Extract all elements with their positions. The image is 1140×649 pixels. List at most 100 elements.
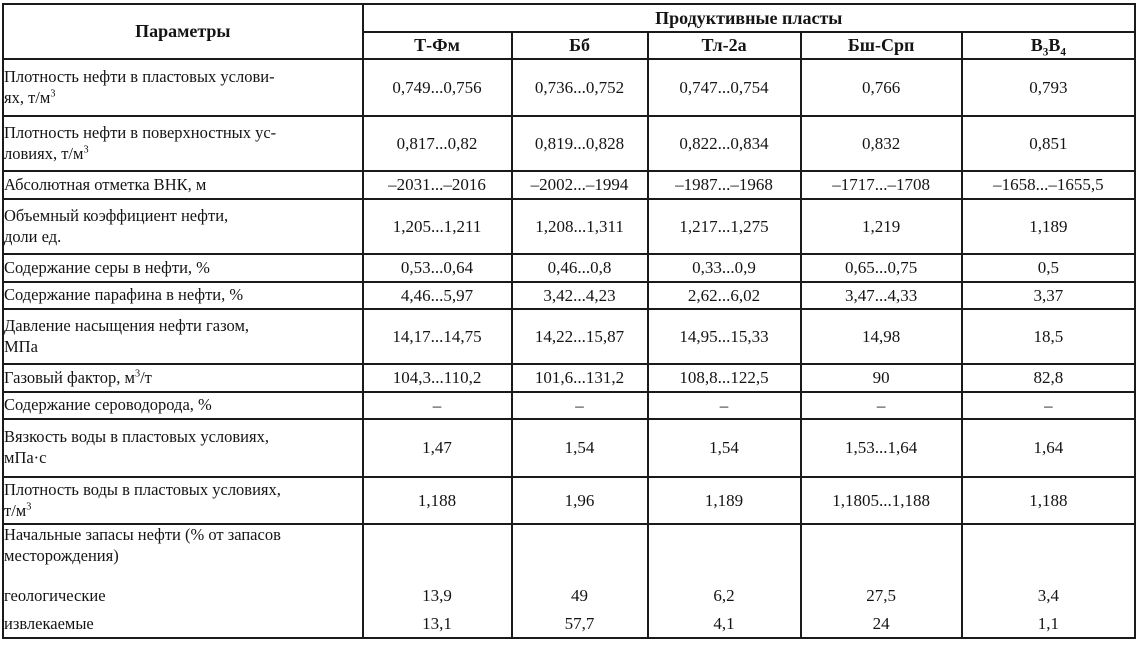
value-cell: 90 <box>799 363 963 393</box>
value-cell-empty <box>361 523 513 582</box>
label-line1: Содержание парафина в нефти, % <box>4 285 244 305</box>
value-cell: –2031...–2016 <box>361 170 513 200</box>
label-line1: Абсолютная отметка ВНК, м <box>4 174 207 194</box>
table-header-columns-row: Т-Фм Бб Тл-2а Бш-Срп В3В4 <box>3 31 1137 60</box>
label-line2: МПа <box>4 336 38 356</box>
column-header-bb: Бб <box>510 31 649 60</box>
value-cell: 0,736...0,752 <box>510 58 649 117</box>
label-line2: мПа·с <box>4 448 47 467</box>
param-label-water-viscosity: Вязкость воды в пластовых условиях, мПа·с <box>2 418 364 478</box>
reserves-recoverable-row: извлекаемые 13,1 57,7 4,1 24 1,1 <box>2 610 1137 639</box>
value-cell: 1,64 <box>960 418 1137 478</box>
value-cell: 6,2 <box>646 581 802 611</box>
label-post: /т <box>140 367 152 387</box>
value-cell: 1,1 <box>960 610 1137 639</box>
value-cell: 0,747...0,754 <box>646 58 802 117</box>
value-cell: 0,33...0,9 <box>646 253 802 283</box>
label-pre: Газовый фактор, м <box>4 367 135 387</box>
table-row: Содержание сероводорода, % – – – – – <box>2 391 1137 420</box>
table-row: Давление насыщения нефти газом, МПа 14,17… <box>2 308 1137 365</box>
v3v4-part1: В <box>1030 35 1043 55</box>
value-cell: 3,42...4,23 <box>510 281 649 310</box>
value-cell: 14,98 <box>799 308 963 365</box>
value-cell: 0,819...0,828 <box>510 115 649 172</box>
label-superscript: 3 <box>50 88 56 99</box>
value-cell: 0,46...0,8 <box>510 253 649 283</box>
value-cell: 104,3...110,2 <box>361 363 513 393</box>
value-cell: 1,1805...1,188 <box>799 476 963 525</box>
column-header-tfm: Т-Фм <box>361 31 513 60</box>
params-column-header: Параметры <box>2 3 364 60</box>
value-cell: 13,9 <box>361 581 513 611</box>
value-cell: – <box>960 391 1137 420</box>
value-cell: 0,766 <box>799 58 963 117</box>
value-cell-empty <box>960 523 1137 582</box>
param-label-initial-reserves: Начальные запасы нефти (% от запасов мест… <box>2 523 364 582</box>
column-header-tl2a: Тл-2а <box>646 31 802 60</box>
param-label-oil-density-reservoir: Плотность нефти в пластовых услови-ях, т… <box>2 58 364 117</box>
value-cell: 3,47...4,33 <box>799 281 963 310</box>
value-cell: 4,1 <box>646 610 802 639</box>
value-cell: 3,4 <box>960 581 1137 611</box>
value-cell-empty <box>510 523 649 582</box>
value-cell: 1,208...1,311 <box>510 198 649 255</box>
value-cell: –1658...–1655,5 <box>960 170 1137 200</box>
value-cell: 101,6...131,2 <box>510 363 649 393</box>
value-cell: 1,217...1,275 <box>646 198 802 255</box>
value-cell: 1,219 <box>799 198 963 255</box>
table-row: Объемный коэффициент нефти, доли ед. 1,20… <box>2 198 1137 255</box>
value-cell: 2,62...6,02 <box>646 281 802 310</box>
value-cell: 1,205...1,211 <box>361 198 513 255</box>
value-cell: 0,822...0,834 <box>646 115 802 172</box>
param-label-paraffin-content: Содержание парафина в нефти, % <box>2 281 364 310</box>
value-cell: –1987...–1968 <box>646 170 802 200</box>
label-line2: ловиях, т/м <box>4 143 84 163</box>
label-line1: Начальные запасы нефти (% от запасов <box>4 525 281 544</box>
oil-parameters-table: Параметры Продуктивные пласты Т-Фм Бб Тл… <box>2 3 1137 639</box>
label-line2: месторождения) <box>4 545 119 565</box>
param-label-hydrogen-sulfide: Содержание сероводорода, % <box>2 391 364 420</box>
value-cell: 14,95...15,33 <box>646 308 802 365</box>
label-line1: Плотность воды в пластовых условиях, <box>4 479 281 499</box>
value-cell: 4,46...5,97 <box>361 281 513 310</box>
v3v4-part2: В <box>1048 35 1061 55</box>
value-cell: 1,189 <box>960 198 1137 255</box>
value-cell: 0,749...0,756 <box>361 58 513 117</box>
v3v4-sub2: 4 <box>1060 46 1066 59</box>
value-cell: 1,54 <box>646 418 802 478</box>
label-line1: Содержание серы в нефти, % <box>4 257 210 277</box>
value-cell: 0,817...0,82 <box>361 115 513 172</box>
value-cell: – <box>510 391 649 420</box>
table-row: Плотность нефти в поверхностных ус-ловия… <box>2 115 1137 172</box>
value-cell: 108,8...122,5 <box>646 363 802 393</box>
table-row: Содержание серы в нефти, % 0,53...0,64 0… <box>2 253 1137 283</box>
value-cell: 14,22...15,87 <box>510 308 649 365</box>
label-line1: Объемный коэффициент нефти, <box>4 205 229 225</box>
value-cell: – <box>361 391 513 420</box>
label-line2: ях, т/м <box>4 87 51 107</box>
value-cell: 1,53...1,64 <box>799 418 963 478</box>
param-label-water-density: Плотность воды в пластовых условиях, т/м3 <box>2 476 364 525</box>
value-cell: 82,8 <box>960 363 1137 393</box>
label-superscript: 3 <box>83 144 89 155</box>
value-cell: –1717...–1708 <box>799 170 963 200</box>
param-label-oil-density-surface: Плотность нефти в поверхностных ус-ловия… <box>2 115 364 172</box>
v3v4-sub1: 3 <box>1042 46 1049 59</box>
param-label-saturation-pressure: Давление насыщения нефти газом, МПа <box>2 308 364 365</box>
table-row: Газовый фактор, м3/т 104,3...110,2 101,6… <box>2 363 1137 393</box>
label-line1: Плотность нефти в пластовых услови- <box>4 66 275 86</box>
param-label-sulfur-content: Содержание серы в нефти, % <box>2 253 364 283</box>
value-cell: 0,53...0,64 <box>361 253 513 283</box>
value-cell: 1,188 <box>960 476 1137 525</box>
productive-strata-group-header: Продуктивные пласты <box>361 3 1137 33</box>
reserves-header-row: Начальные запасы нефти (% от запасов мест… <box>2 523 1137 582</box>
label-superscript: 3 <box>26 501 32 512</box>
param-label-owc-mark: Абсолютная отметка ВНК, м <box>2 170 364 200</box>
value-cell: –2002...–1994 <box>510 170 649 200</box>
param-label-volume-factor: Объемный коэффициент нефти, доли ед. <box>2 198 364 255</box>
param-label-gas-factor: Газовый фактор, м3/т <box>2 363 364 393</box>
value-cell-empty <box>799 523 963 582</box>
value-cell: 0,5 <box>960 253 1137 283</box>
label-line2: доли ед. <box>4 226 62 246</box>
